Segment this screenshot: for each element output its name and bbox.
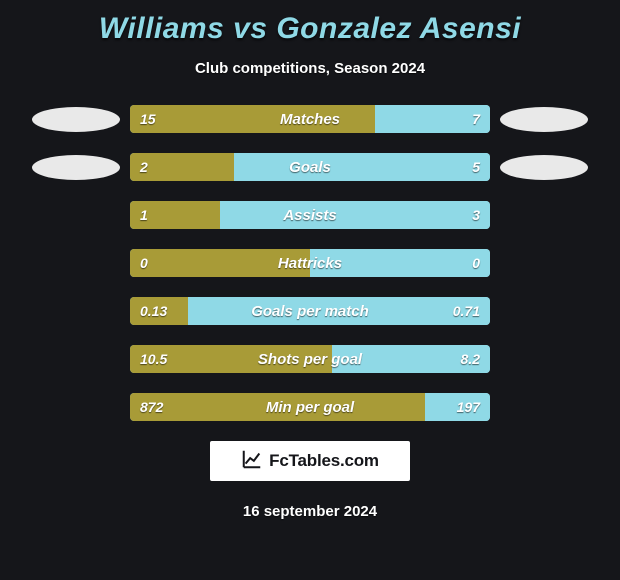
stat-label: Min per goal (130, 393, 490, 421)
stat-label: Assists (130, 201, 490, 229)
brand-badge: FcTables.com (210, 441, 410, 481)
stat-bar: 0.130.71Goals per match (130, 297, 490, 325)
brand-text: FcTables.com (269, 451, 379, 471)
stat-bar: 157Matches (130, 105, 490, 133)
stat-row: 872197Min per goal (0, 393, 620, 421)
left-placeholder (32, 107, 120, 132)
right-placeholder (500, 155, 588, 180)
stat-row: 157Matches (0, 105, 620, 133)
stat-row: 0.130.71Goals per match (0, 297, 620, 325)
stat-label: Hattricks (130, 249, 490, 277)
chart-icon (241, 448, 263, 475)
stat-row: 25Goals (0, 153, 620, 181)
stats-rows: 157Matches 25Goals 13Assists 00Hattricks 0.1… (0, 105, 620, 421)
stat-label: Goals (130, 153, 490, 181)
stat-row: 10.58.2Shots per goal (0, 345, 620, 373)
stat-bar: 25Goals (130, 153, 490, 181)
stat-row: 13Assists (0, 201, 620, 229)
comparison-card: Williams vs Gonzalez Asensi Club competi… (0, 0, 620, 580)
page-title: Williams vs Gonzalez Asensi (0, 12, 620, 46)
stat-label: Matches (130, 105, 490, 133)
subtitle: Club competitions, Season 2024 (0, 60, 620, 77)
stat-label: Shots per goal (130, 345, 490, 373)
footer-date: 16 september 2024 (0, 503, 620, 520)
stat-bar: 872197Min per goal (130, 393, 490, 421)
left-placeholder (32, 155, 120, 180)
stat-bar: 13Assists (130, 201, 490, 229)
stat-bar: 10.58.2Shots per goal (130, 345, 490, 373)
stat-label: Goals per match (130, 297, 490, 325)
right-placeholder (500, 107, 588, 132)
stat-bar: 00Hattricks (130, 249, 490, 277)
stat-row: 00Hattricks (0, 249, 620, 277)
